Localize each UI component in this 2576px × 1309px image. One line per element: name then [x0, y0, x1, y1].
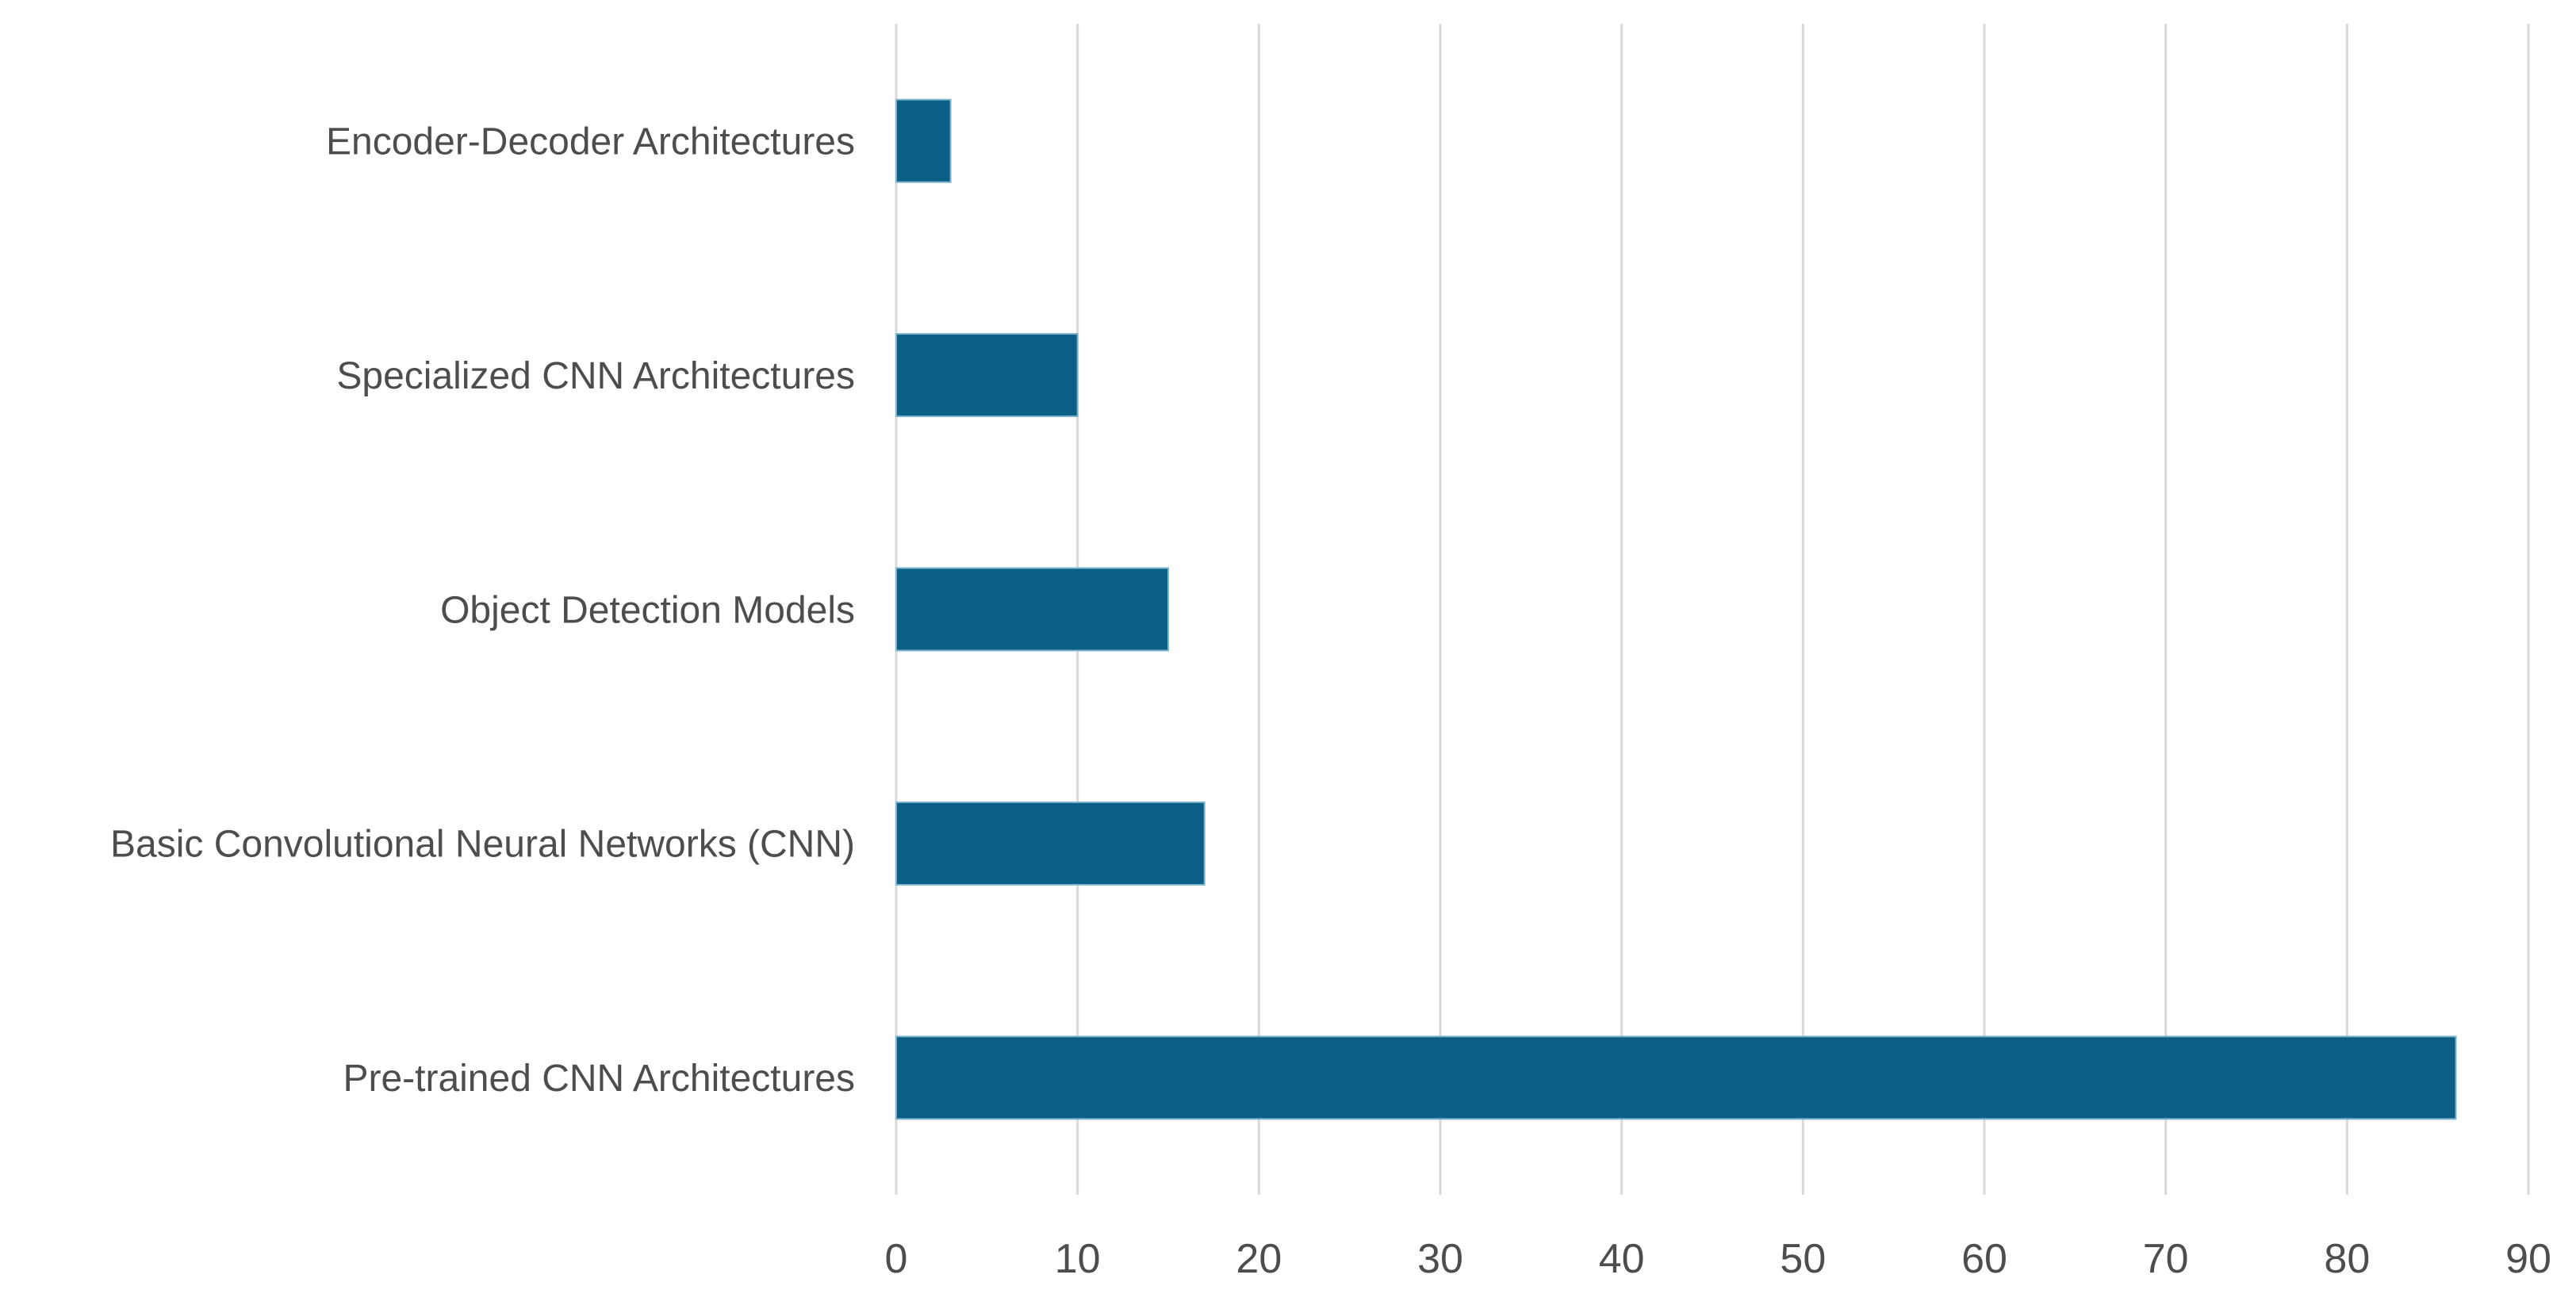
x-axis-tick-label: 70 — [2143, 1236, 2189, 1282]
category-label: Pre-trained CNN Architectures — [343, 1058, 855, 1100]
bar — [895, 98, 952, 183]
x-axis-tick-label: 30 — [1417, 1236, 1463, 1282]
x-axis-tick-label: 40 — [1599, 1236, 1645, 1282]
bar — [895, 1035, 2457, 1120]
bar — [895, 567, 1169, 652]
category-label: Basic Convolutional Neural Networks (CNN… — [110, 824, 855, 866]
x-axis-tick-label: 50 — [1780, 1236, 1826, 1282]
x-axis-tick-label: 80 — [2324, 1236, 2370, 1282]
x-axis-tick-label: 10 — [1055, 1236, 1101, 1282]
x-axis-tick-label: 90 — [2505, 1236, 2551, 1282]
x-axis-tick-label: 60 — [1961, 1236, 2007, 1282]
x-axis-tick-label: 0 — [885, 1236, 908, 1282]
category-label: Encoder-Decoder Architectures — [326, 121, 855, 163]
bar — [895, 801, 1206, 886]
bar — [895, 333, 1079, 418]
x-axis-tick-label: 20 — [1236, 1236, 1282, 1282]
category-label: Specialized CNN Architectures — [336, 355, 855, 397]
category-label: Object Detection Models — [440, 589, 855, 631]
